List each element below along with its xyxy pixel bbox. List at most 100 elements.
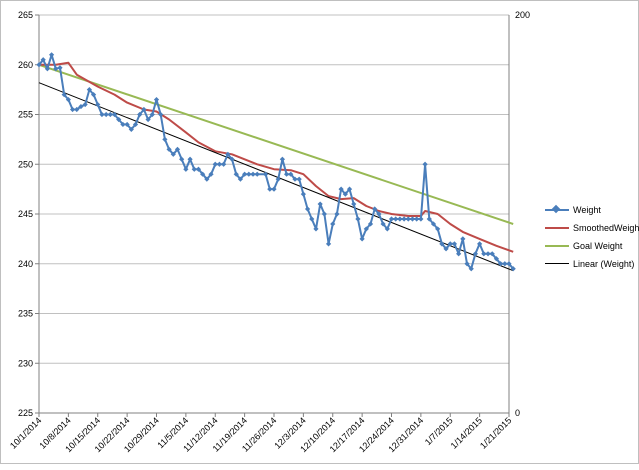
weight-point <box>283 171 290 177</box>
weight-point <box>414 216 420 222</box>
weight-point <box>212 161 218 167</box>
weight-point <box>221 161 227 167</box>
weight-point <box>464 261 470 267</box>
weight-point <box>422 161 428 167</box>
weight-point <box>90 92 97 98</box>
weight-point <box>40 57 46 63</box>
weight-point <box>447 241 453 247</box>
weight-point <box>254 171 260 177</box>
weight-point <box>65 96 71 103</box>
weight-point <box>493 256 500 262</box>
legend-item-linear-weight: Linear (Weight) <box>543 255 638 273</box>
legend-swatch-weight <box>543 204 571 215</box>
weight-point <box>95 101 101 108</box>
weight-point <box>233 171 239 177</box>
weight-point <box>397 216 403 222</box>
legend-item-smoothed-weight: SmoothedWeight <box>543 219 639 237</box>
weight-point <box>174 146 181 152</box>
goal-weight-series <box>38 63 514 225</box>
weight-point <box>380 221 386 227</box>
weight-point <box>179 156 185 162</box>
weight-point <box>153 96 160 103</box>
weight-point <box>263 171 269 177</box>
weight-point <box>103 111 109 118</box>
weight-point <box>506 261 512 267</box>
weight-point <box>229 156 235 162</box>
weight-point <box>393 216 399 222</box>
weight-point <box>418 216 424 222</box>
weight-point <box>485 251 491 257</box>
weight-point <box>237 176 244 182</box>
weight-point <box>124 121 130 128</box>
weight-point <box>359 236 365 242</box>
weight-point <box>472 251 479 257</box>
weight-point <box>363 226 369 232</box>
y-tick-label: 265 <box>18 10 33 20</box>
legend-item-goal-weight: Goal Weight <box>543 237 638 255</box>
weight-point <box>267 186 273 192</box>
weight-point <box>401 216 407 222</box>
legend-label: Goal Weight <box>573 241 623 251</box>
legend-item-weight: Weight <box>543 201 638 219</box>
y-tick-label: 240 <box>18 259 33 269</box>
weight-point <box>183 166 189 172</box>
weight-point <box>477 241 483 247</box>
weight-point <box>225 151 231 157</box>
weight-point <box>99 111 105 118</box>
weight-point <box>132 121 139 128</box>
weight-point <box>116 116 122 123</box>
weight-point <box>111 111 118 118</box>
y-tick-label: 245 <box>18 209 33 219</box>
weight-point <box>57 65 63 71</box>
linear-weight-series <box>38 82 514 272</box>
weight-point <box>502 261 508 267</box>
weight-point <box>200 171 206 177</box>
weight-point <box>338 186 344 192</box>
legend-label: SmoothedWeight <box>573 223 639 233</box>
weight-point <box>384 226 390 232</box>
weight-point <box>435 226 441 232</box>
weight-point <box>128 126 134 133</box>
weight-point <box>250 171 256 177</box>
weight-point <box>36 62 42 68</box>
weight-point <box>216 161 223 167</box>
weight-point <box>300 191 306 197</box>
weight-point <box>351 201 357 207</box>
weight-point <box>137 111 143 118</box>
weight-point <box>120 121 126 128</box>
weight-point <box>246 171 252 177</box>
weight-point <box>510 266 516 272</box>
weight-point <box>367 221 374 227</box>
y2-tick-label: 0 <box>515 408 520 418</box>
weight-point <box>107 111 113 118</box>
weight-point <box>443 246 449 252</box>
y-tick-label: 255 <box>18 110 33 120</box>
legend-swatch-goal <box>543 241 571 251</box>
weight-point <box>439 241 445 247</box>
weight-point <box>187 156 193 162</box>
legend: Weight SmoothedWeight Goal Weight Linear… <box>543 201 639 273</box>
weight-point <box>342 191 348 197</box>
weight-point <box>489 251 495 257</box>
weight-point <box>355 216 361 222</box>
y-tick-label: 250 <box>18 159 33 169</box>
weight-point <box>468 266 474 272</box>
weight-point <box>430 221 437 227</box>
weight-point <box>271 186 277 192</box>
weight-point <box>317 201 323 207</box>
y2-tick-label: 200 <box>515 10 530 20</box>
weight-point <box>409 216 416 222</box>
y-tick-label: 230 <box>18 358 33 368</box>
legend-swatch-linear <box>543 259 571 269</box>
weight-point <box>275 176 281 182</box>
weight-point <box>74 106 80 113</box>
weight-point <box>279 156 285 162</box>
weight-point <box>69 106 76 113</box>
smoothed-weight-series <box>39 61 514 253</box>
weight-point <box>195 166 202 172</box>
weight-point <box>78 103 84 110</box>
weight-point <box>82 101 88 108</box>
weight-point <box>53 66 59 72</box>
weight-point <box>44 66 50 72</box>
